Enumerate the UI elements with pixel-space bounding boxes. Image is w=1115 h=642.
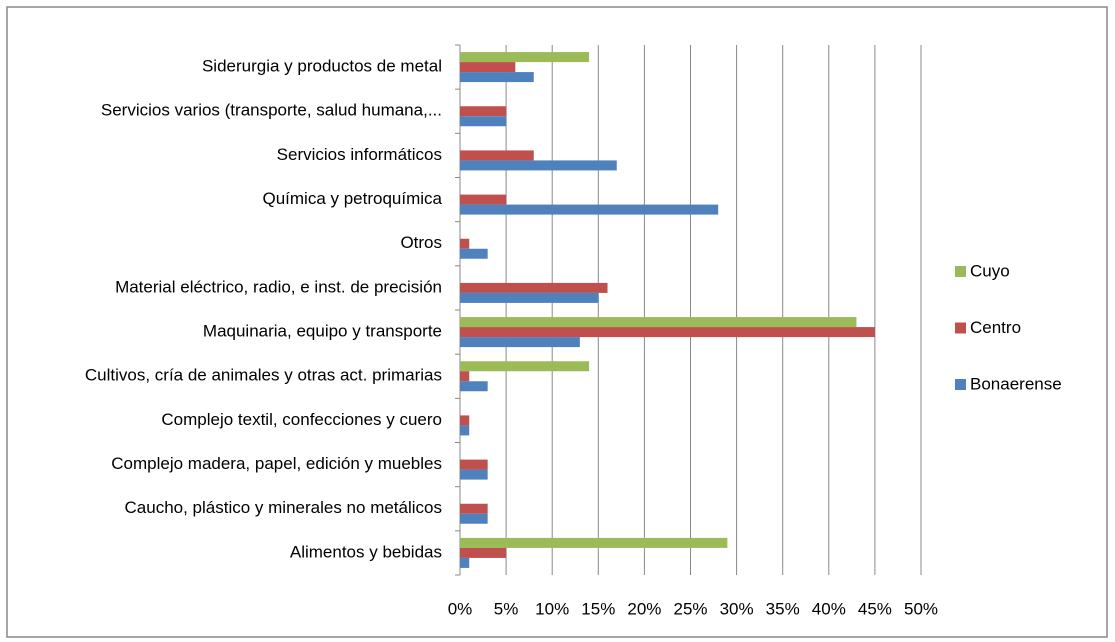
legend-label: Cuyo <box>970 261 1010 280</box>
bar <box>460 52 590 63</box>
x-tick-label: 10% <box>535 599 569 618</box>
y-tick-label: Complejo textil, confecciones y cuero <box>161 410 442 429</box>
bar <box>460 469 488 480</box>
y-tick-label: Servicios informáticos <box>277 145 442 164</box>
bar <box>460 361 590 372</box>
legend-label: Centro <box>970 318 1021 337</box>
bar <box>460 160 617 171</box>
y-tick-label: Complejo madera, papel, edición y mueble… <box>111 454 442 473</box>
y-tick-label: Química y petroquímica <box>262 189 442 208</box>
bar <box>460 194 507 205</box>
bar <box>460 537 728 548</box>
y-tick-label: Servicios varios (transporte, salud huma… <box>101 101 442 120</box>
bar <box>460 106 507 117</box>
bar <box>460 415 470 426</box>
bar <box>460 204 719 215</box>
bar <box>460 282 608 293</box>
bar <box>460 425 470 436</box>
legend-swatch <box>955 266 966 277</box>
bar <box>460 503 488 514</box>
x-tick-label: 40% <box>812 599 846 618</box>
bar <box>460 72 534 83</box>
bar <box>460 327 875 338</box>
bar <box>460 116 507 127</box>
y-tick-label: Caucho, plástico y minerales no metálico… <box>125 498 442 517</box>
bar <box>460 371 470 382</box>
bar <box>460 248 488 259</box>
bar <box>460 337 580 348</box>
x-tick-label: 50% <box>904 599 938 618</box>
x-tick-label: 30% <box>720 599 754 618</box>
y-tick-label: Material eléctrico, radio, e inst. de pr… <box>115 277 442 296</box>
bar <box>460 459 488 470</box>
y-tick-label: Siderurgia y productos de metal <box>202 57 442 76</box>
legend-label: Bonaerense <box>970 374 1062 393</box>
bar <box>460 381 488 392</box>
y-tick-label: Cultivos, cría de animales y otras act. … <box>85 366 442 385</box>
x-tick-label: 15% <box>581 599 615 618</box>
legend-swatch <box>955 322 966 334</box>
x-tick-label: 35% <box>766 599 800 618</box>
bar <box>460 547 507 558</box>
y-tick-label: Otros <box>400 233 442 252</box>
bar <box>460 513 488 524</box>
bar <box>460 557 470 568</box>
bar <box>460 62 516 73</box>
y-tick-label: Maquinaria, equipo y transporte <box>203 322 442 341</box>
legend-swatch <box>955 379 966 390</box>
bar <box>460 317 857 328</box>
x-tick-label: 45% <box>858 599 892 618</box>
bar <box>460 292 599 303</box>
x-tick-label: 5% <box>494 599 519 618</box>
bar <box>460 150 534 161</box>
bar <box>460 238 470 249</box>
y-tick-label: Alimentos y bebidas <box>290 542 442 561</box>
x-tick-label: 20% <box>627 599 661 618</box>
x-tick-label: 25% <box>673 599 707 618</box>
x-tick-label: 0% <box>448 599 473 618</box>
